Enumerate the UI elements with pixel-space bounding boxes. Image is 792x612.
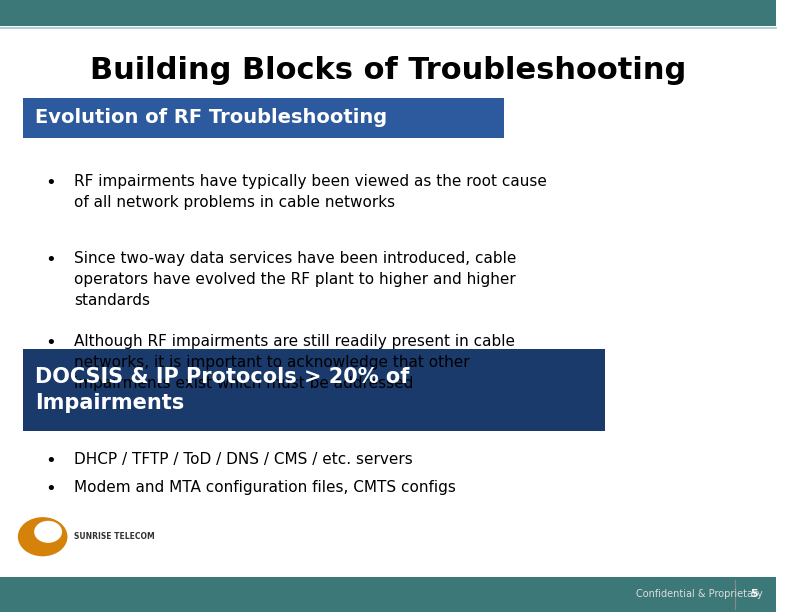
Text: Since two-way data services have been introduced, cable
operators have evolved t: Since two-way data services have been in… (74, 251, 516, 308)
Text: DOCSIS & IP Protocols > 20% of
Impairments: DOCSIS & IP Protocols > 20% of Impairmen… (35, 367, 409, 413)
Text: Although RF impairments are still readily present in cable
networks, it is impor: Although RF impairments are still readil… (74, 334, 515, 390)
FancyBboxPatch shape (23, 349, 605, 431)
Text: RF impairments have typically been viewed as the root cause
of all network probl: RF impairments have typically been viewe… (74, 174, 546, 211)
FancyBboxPatch shape (23, 98, 505, 138)
Text: •: • (45, 251, 55, 269)
Text: Confidential & Proprietary: Confidential & Proprietary (636, 589, 763, 599)
FancyBboxPatch shape (0, 577, 775, 612)
Text: •: • (45, 334, 55, 351)
Text: •: • (45, 174, 55, 192)
Text: Evolution of RF Troubleshooting: Evolution of RF Troubleshooting (35, 108, 387, 127)
Text: 5: 5 (750, 589, 758, 599)
Text: •: • (45, 452, 55, 469)
Text: Building Blocks of Troubleshooting: Building Blocks of Troubleshooting (89, 56, 686, 85)
Circle shape (34, 521, 62, 543)
FancyBboxPatch shape (0, 0, 775, 26)
Circle shape (18, 517, 67, 556)
Text: Modem and MTA configuration files, CMTS configs: Modem and MTA configuration files, CMTS … (74, 480, 455, 496)
Text: DHCP / TFTP / ToD / DNS / CMS / etc. servers: DHCP / TFTP / ToD / DNS / CMS / etc. ser… (74, 452, 413, 467)
Text: •: • (45, 480, 55, 498)
Text: SUNRISE TELECOM: SUNRISE TELECOM (74, 532, 154, 541)
